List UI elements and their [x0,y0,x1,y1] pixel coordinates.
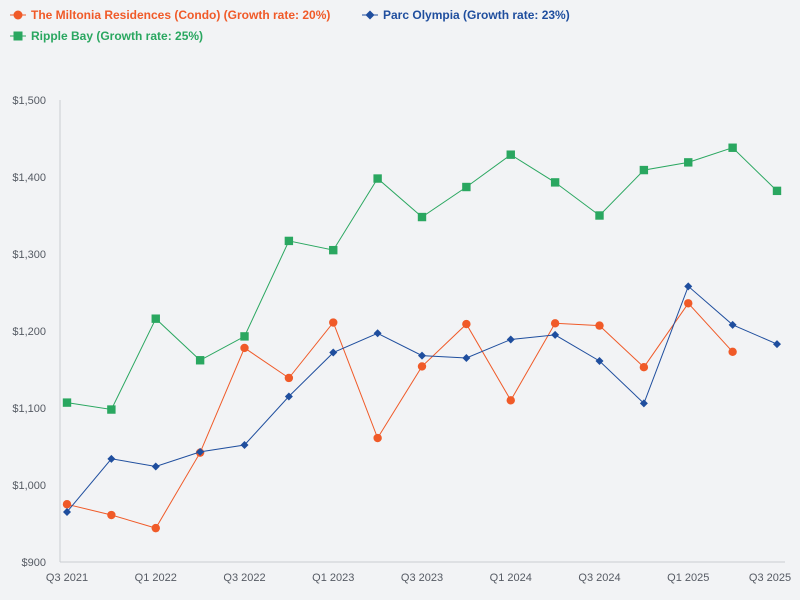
data-point[interactable] [151,462,160,471]
data-point[interactable] [151,314,160,323]
data-point[interactable] [506,150,515,159]
series-group-1 [63,282,781,516]
data-point[interactable] [373,433,382,443]
data-point[interactable] [373,329,382,338]
x-tick-label: Q1 2025 [667,572,709,584]
legend-marker-parc-olympia [362,10,378,20]
data-point[interactable] [329,245,338,255]
data-point[interactable] [284,392,293,401]
x-tick-label: Q1 2023 [312,572,354,584]
legend-diamond-icon [365,10,375,20]
data-point[interactable] [550,319,560,328]
data-point[interactable] [506,335,515,344]
legend-label-miltonia: The Miltonia Residences (Condo) (Growth … [31,8,331,22]
data-point[interactable] [684,158,693,167]
y-tick-label: $1,200 [12,326,46,338]
series-group-2 [62,143,782,414]
data-point[interactable] [151,523,160,533]
legend-marker-ripple-bay [10,31,26,41]
data-point[interactable] [639,399,648,408]
data-point[interactable] [550,178,560,187]
data-point[interactable] [639,362,649,372]
series-group-0 [62,299,737,533]
x-tick-label: Q3 2022 [223,572,265,584]
legend-label-ripple-bay: Ripple Bay (Growth rate: 25%) [31,29,204,43]
data-point[interactable] [284,236,294,246]
data-point[interactable] [107,454,116,463]
series-line [66,285,778,513]
data-point[interactable] [684,299,693,308]
data-point[interactable] [728,143,737,152]
data-point[interactable] [506,396,515,405]
data-point[interactable] [462,319,471,329]
series-layer [62,143,782,533]
data-point[interactable] [62,500,72,509]
legend-marker-miltonia [10,10,26,20]
data-point[interactable] [240,332,249,341]
data-point[interactable] [62,398,72,407]
x-tick-label: Q1 2022 [135,572,177,584]
x-tick-label: Q3 2024 [578,572,620,584]
data-point[interactable] [462,353,471,362]
y-tick-label: $1,300 [12,249,46,261]
axes-layer: $900 $1,000 $1,100 $1,200 $1,300 $1,400 $1,500… [12,95,791,584]
data-point[interactable] [684,282,693,291]
data-point[interactable] [107,510,116,520]
data-point[interactable] [595,211,604,220]
y-tick-label: $1,400 [12,172,46,184]
legend-circle-icon [13,10,23,20]
data-point[interactable] [728,320,737,329]
data-point[interactable] [373,174,382,183]
data-point[interactable] [417,362,427,371]
data-point[interactable] [284,373,294,383]
data-point[interactable] [329,318,338,327]
data-point[interactable] [240,343,249,353]
data-point[interactable] [196,447,205,456]
legend-item-miltonia[interactable]: The Miltonia Residences (Condo) (Growth … [10,8,330,22]
data-point[interactable] [63,507,71,516]
x-tick-label: Q3 2025 [749,572,791,584]
data-point[interactable] [462,182,471,192]
y-tick-label: $1,100 [12,403,46,415]
data-point[interactable] [195,356,205,365]
data-point[interactable] [107,405,116,414]
data-point[interactable] [595,321,604,330]
series-line [66,302,733,529]
data-point[interactable] [595,357,604,366]
y-tick-label: $1,500 [12,95,46,107]
y-tick-label: $1,000 [12,480,46,492]
legend-square-icon [13,31,23,41]
data-point[interactable] [773,340,781,349]
legend-label-parc-olympia: Parc Olympia (Growth rate: 23%) [383,8,570,22]
data-point[interactable] [728,347,737,356]
x-tick-label: Q3 2021 [46,572,88,584]
data-point[interactable] [240,440,249,449]
data-point[interactable] [551,330,560,339]
data-point[interactable] [417,212,427,222]
data-point[interactable] [418,351,426,360]
x-tick-label: Q3 2023 [401,572,443,584]
y-tick-label: $900 [22,557,46,569]
data-point[interactable] [639,165,649,175]
data-point[interactable] [329,348,338,357]
x-tick-label: Q1 2024 [490,572,532,584]
legend-item-ripple-bay[interactable]: Ripple Bay (Growth rate: 25%) [10,29,203,43]
data-point[interactable] [772,186,782,196]
legend-item-parc-olympia[interactable]: Parc Olympia (Growth rate: 23%) [362,8,570,22]
